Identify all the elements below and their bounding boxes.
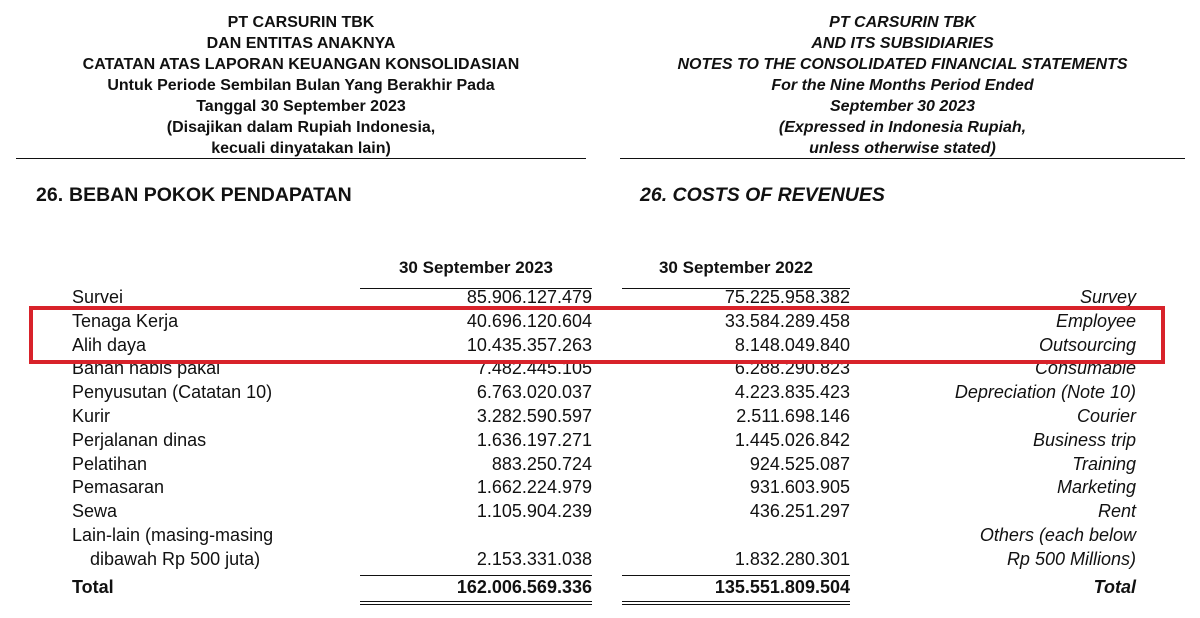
- statement-title-en: NOTES TO THE CONSOLIDATED FINANCIAL STAT…: [677, 56, 1128, 73]
- currency-note-en: (Expressed in Indonesia Rupiah,: [778, 119, 1027, 136]
- row-label-en: Marketing: [1056, 477, 1136, 498]
- table-row: Tenaga Kerja 40.696.120.604 33.584.289.4…: [0, 310, 1200, 334]
- currency-note-id: (Disajikan dalam Rupiah Indonesia,: [166, 119, 436, 136]
- row-value-2022: 931.603.905: [749, 477, 850, 498]
- column-header-2022: 30 September 2022: [658, 258, 814, 277]
- highlight-box: [29, 306, 1165, 364]
- row-value-2022: 436.251.297: [749, 501, 850, 522]
- total-label-id: Total: [72, 576, 114, 597]
- row-value-2022: 2.511.698.146: [736, 405, 850, 426]
- row-label-id: Pelatihan: [72, 453, 148, 474]
- row-label-en: Others (each below: [979, 524, 1136, 545]
- header-rule-id: [16, 158, 586, 159]
- period-en: For the Nine Months Period Ended: [771, 77, 1034, 94]
- table-row: Survei 85.906.127.479 75.225.958.382 Sur…: [0, 286, 1200, 310]
- row-value-2023: 1.105.904.239: [476, 501, 592, 522]
- column-header-2023: 30 September 2023: [398, 258, 554, 277]
- currency-note-en-2: unless otherwise stated): [809, 140, 996, 157]
- date-en: September 30 2023: [830, 98, 975, 115]
- table-row: Penyusutan (Catatan 10) 6.763.020.037 4.…: [0, 381, 1200, 405]
- row-value-2023: 1.662.224.979: [476, 477, 592, 498]
- row-value-2022: 924.525.087: [749, 453, 850, 474]
- header-english: PT CARSURIN TBK AND ITS SUBSIDIARIES NOT…: [620, 12, 1185, 159]
- total-value-2023: 162.006.569.336: [456, 576, 592, 597]
- section-title-id-text: BEBAN POKOK PENDAPATAN: [69, 184, 352, 206]
- subsidiaries-en: AND ITS SUBSIDIARIES: [811, 35, 994, 52]
- row-value-2022: 75.225.958.382: [724, 287, 850, 307]
- row-value-2023: 2.153.331.038: [476, 548, 592, 569]
- date-id: Tanggal 30 September 2023: [196, 98, 406, 115]
- section-number: 26.: [36, 184, 64, 206]
- row-label-id: Lain-lain (masing-masing: [72, 524, 274, 545]
- row-label-en: Employee: [1055, 310, 1136, 331]
- row-label-id: Penyusutan (Catatan 10): [72, 382, 273, 403]
- row-label-id: Perjalanan dinas: [72, 429, 207, 450]
- row-label-en: Training: [1072, 453, 1136, 474]
- table-row: Pelatihan 883.250.724 924.525.087 Traini…: [0, 453, 1200, 477]
- section-title-en: 26. COSTS OF REVENUES: [640, 184, 885, 206]
- row-label-en: Rent: [1097, 501, 1136, 522]
- table-row: Perjalanan dinas 1.636.197.271 1.445.026…: [0, 429, 1200, 453]
- period-id: Untuk Periode Sembilan Bulan Yang Berakh…: [107, 77, 495, 94]
- total-double-rule-2023-b: [360, 604, 592, 605]
- row-value-2023: 3.282.590.597: [476, 405, 592, 426]
- row-label-id: Kurir: [72, 405, 111, 426]
- row-label-id: dibawah Rp 500 juta): [90, 548, 261, 569]
- currency-note-id-2: kecuali dinyatakan lain): [211, 140, 391, 157]
- total-value-2022: 135.551.809.504: [714, 576, 850, 597]
- row-label-en: Depreciation (Note 10): [954, 382, 1136, 403]
- row-value-2022: 33.584.289.458: [724, 310, 850, 331]
- row-label-id: Pemasaran: [72, 477, 165, 498]
- row-value-2023: 10.435.357.263: [466, 334, 592, 355]
- row-value-2023: 85.906.127.479: [466, 287, 592, 307]
- row-value-2022: 8.148.049.840: [734, 334, 850, 355]
- row-label-id: Sewa: [72, 501, 118, 522]
- company-name-id: PT CARSURIN TBK: [227, 14, 375, 31]
- subtotal-rule-2022: [622, 575, 850, 576]
- total-double-rule-2022-b: [622, 604, 850, 605]
- row-value-2022: 4.223.835.423: [734, 382, 850, 403]
- total-double-rule-2022-a: [622, 601, 850, 602]
- total-double-rule-2023-a: [360, 601, 592, 602]
- total-row: Total 162.006.569.336 135.551.809.504 To…: [0, 576, 1200, 600]
- row-label-en: Rp 500 Millions): [1006, 548, 1136, 569]
- row-value-2022: 1.445.026.842: [734, 429, 850, 450]
- table-row: Kurir 3.282.590.597 2.511.698.146 Courie…: [0, 405, 1200, 429]
- row-label-en: Business trip: [1032, 429, 1136, 450]
- row-value-2023: 1.636.197.271: [476, 429, 592, 450]
- row-label-id: Tenaga Kerja: [72, 310, 179, 331]
- row-value-2023: 6.763.020.037: [476, 382, 592, 403]
- column-rule-2023: [360, 288, 592, 289]
- row-value-2023: 883.250.724: [491, 453, 592, 474]
- table-row: Pemasaran 1.662.224.979 931.603.905 Mark…: [0, 476, 1200, 500]
- header-indonesian: PT CARSURIN TBK DAN ENTITAS ANAKNYA CATA…: [16, 12, 586, 159]
- section-title-id: 26. BEBAN POKOK PENDAPATAN: [36, 184, 352, 207]
- row-label-en: Courier: [1076, 405, 1136, 426]
- table-row: Sewa 1.105.904.239 436.251.297 Rent: [0, 500, 1200, 524]
- row-label-id: Alih daya: [72, 334, 147, 355]
- row-value-2022: 1.832.280.301: [734, 548, 850, 569]
- subsidiaries-id: DAN ENTITAS ANAKNYA: [206, 35, 396, 52]
- row-label-en: Survey: [1079, 287, 1136, 307]
- table-row: dibawah Rp 500 juta) 2.153.331.038 1.832…: [0, 548, 1200, 572]
- subtotal-rule-2023: [360, 575, 592, 576]
- table-row: Lain-lain (masing-masing Others (each be…: [0, 524, 1200, 548]
- statement-title-id: CATATAN ATAS LAPORAN KEUANGAN KONSOLIDAS…: [82, 56, 520, 73]
- table-row: Alih daya 10.435.357.263 8.148.049.840 O…: [0, 334, 1200, 358]
- row-label-en: Outsourcing: [1038, 334, 1136, 355]
- company-name-en: PT CARSURIN TBK: [829, 14, 976, 31]
- total-label-en: Total: [1093, 576, 1136, 597]
- row-value-2023: 40.696.120.604: [466, 310, 592, 331]
- column-rule-2022: [622, 288, 850, 289]
- row-label-id: Survei: [72, 287, 124, 307]
- header-rule-en: [620, 158, 1185, 159]
